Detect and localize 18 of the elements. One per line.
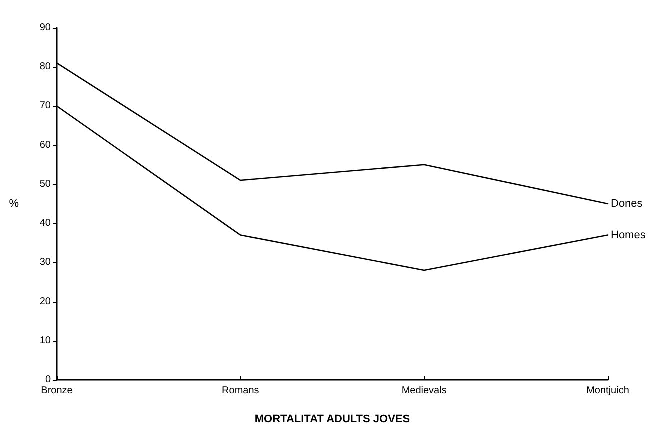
y-tick-label: 50 — [40, 178, 52, 190]
y-tick-label: 40 — [40, 218, 52, 230]
y-tick-label: 90 — [40, 22, 52, 34]
x-axis-title: MORTALITAT ADULTS JOVES — [254, 414, 410, 426]
x-tick-label: Montjuich — [586, 386, 630, 396]
y-tick-label: 20 — [40, 296, 52, 308]
y-tick-label: 30 — [40, 257, 52, 268]
y-tick-label: 60 — [40, 140, 52, 151]
y-axis-title: % — [9, 198, 20, 210]
y-tick-label: 0 — [45, 374, 52, 386]
y-tick-label: 80 — [40, 62, 52, 73]
x-tick-label: Medievals — [402, 386, 447, 396]
series-label: Dones — [611, 198, 644, 210]
series-label: Homes — [611, 229, 646, 242]
x-tick-label: Bronze — [41, 386, 74, 396]
x-tick-label: Romans — [222, 386, 260, 396]
y-tick-label: 70 — [40, 100, 52, 112]
y-tick-label: 10 — [40, 335, 52, 346]
